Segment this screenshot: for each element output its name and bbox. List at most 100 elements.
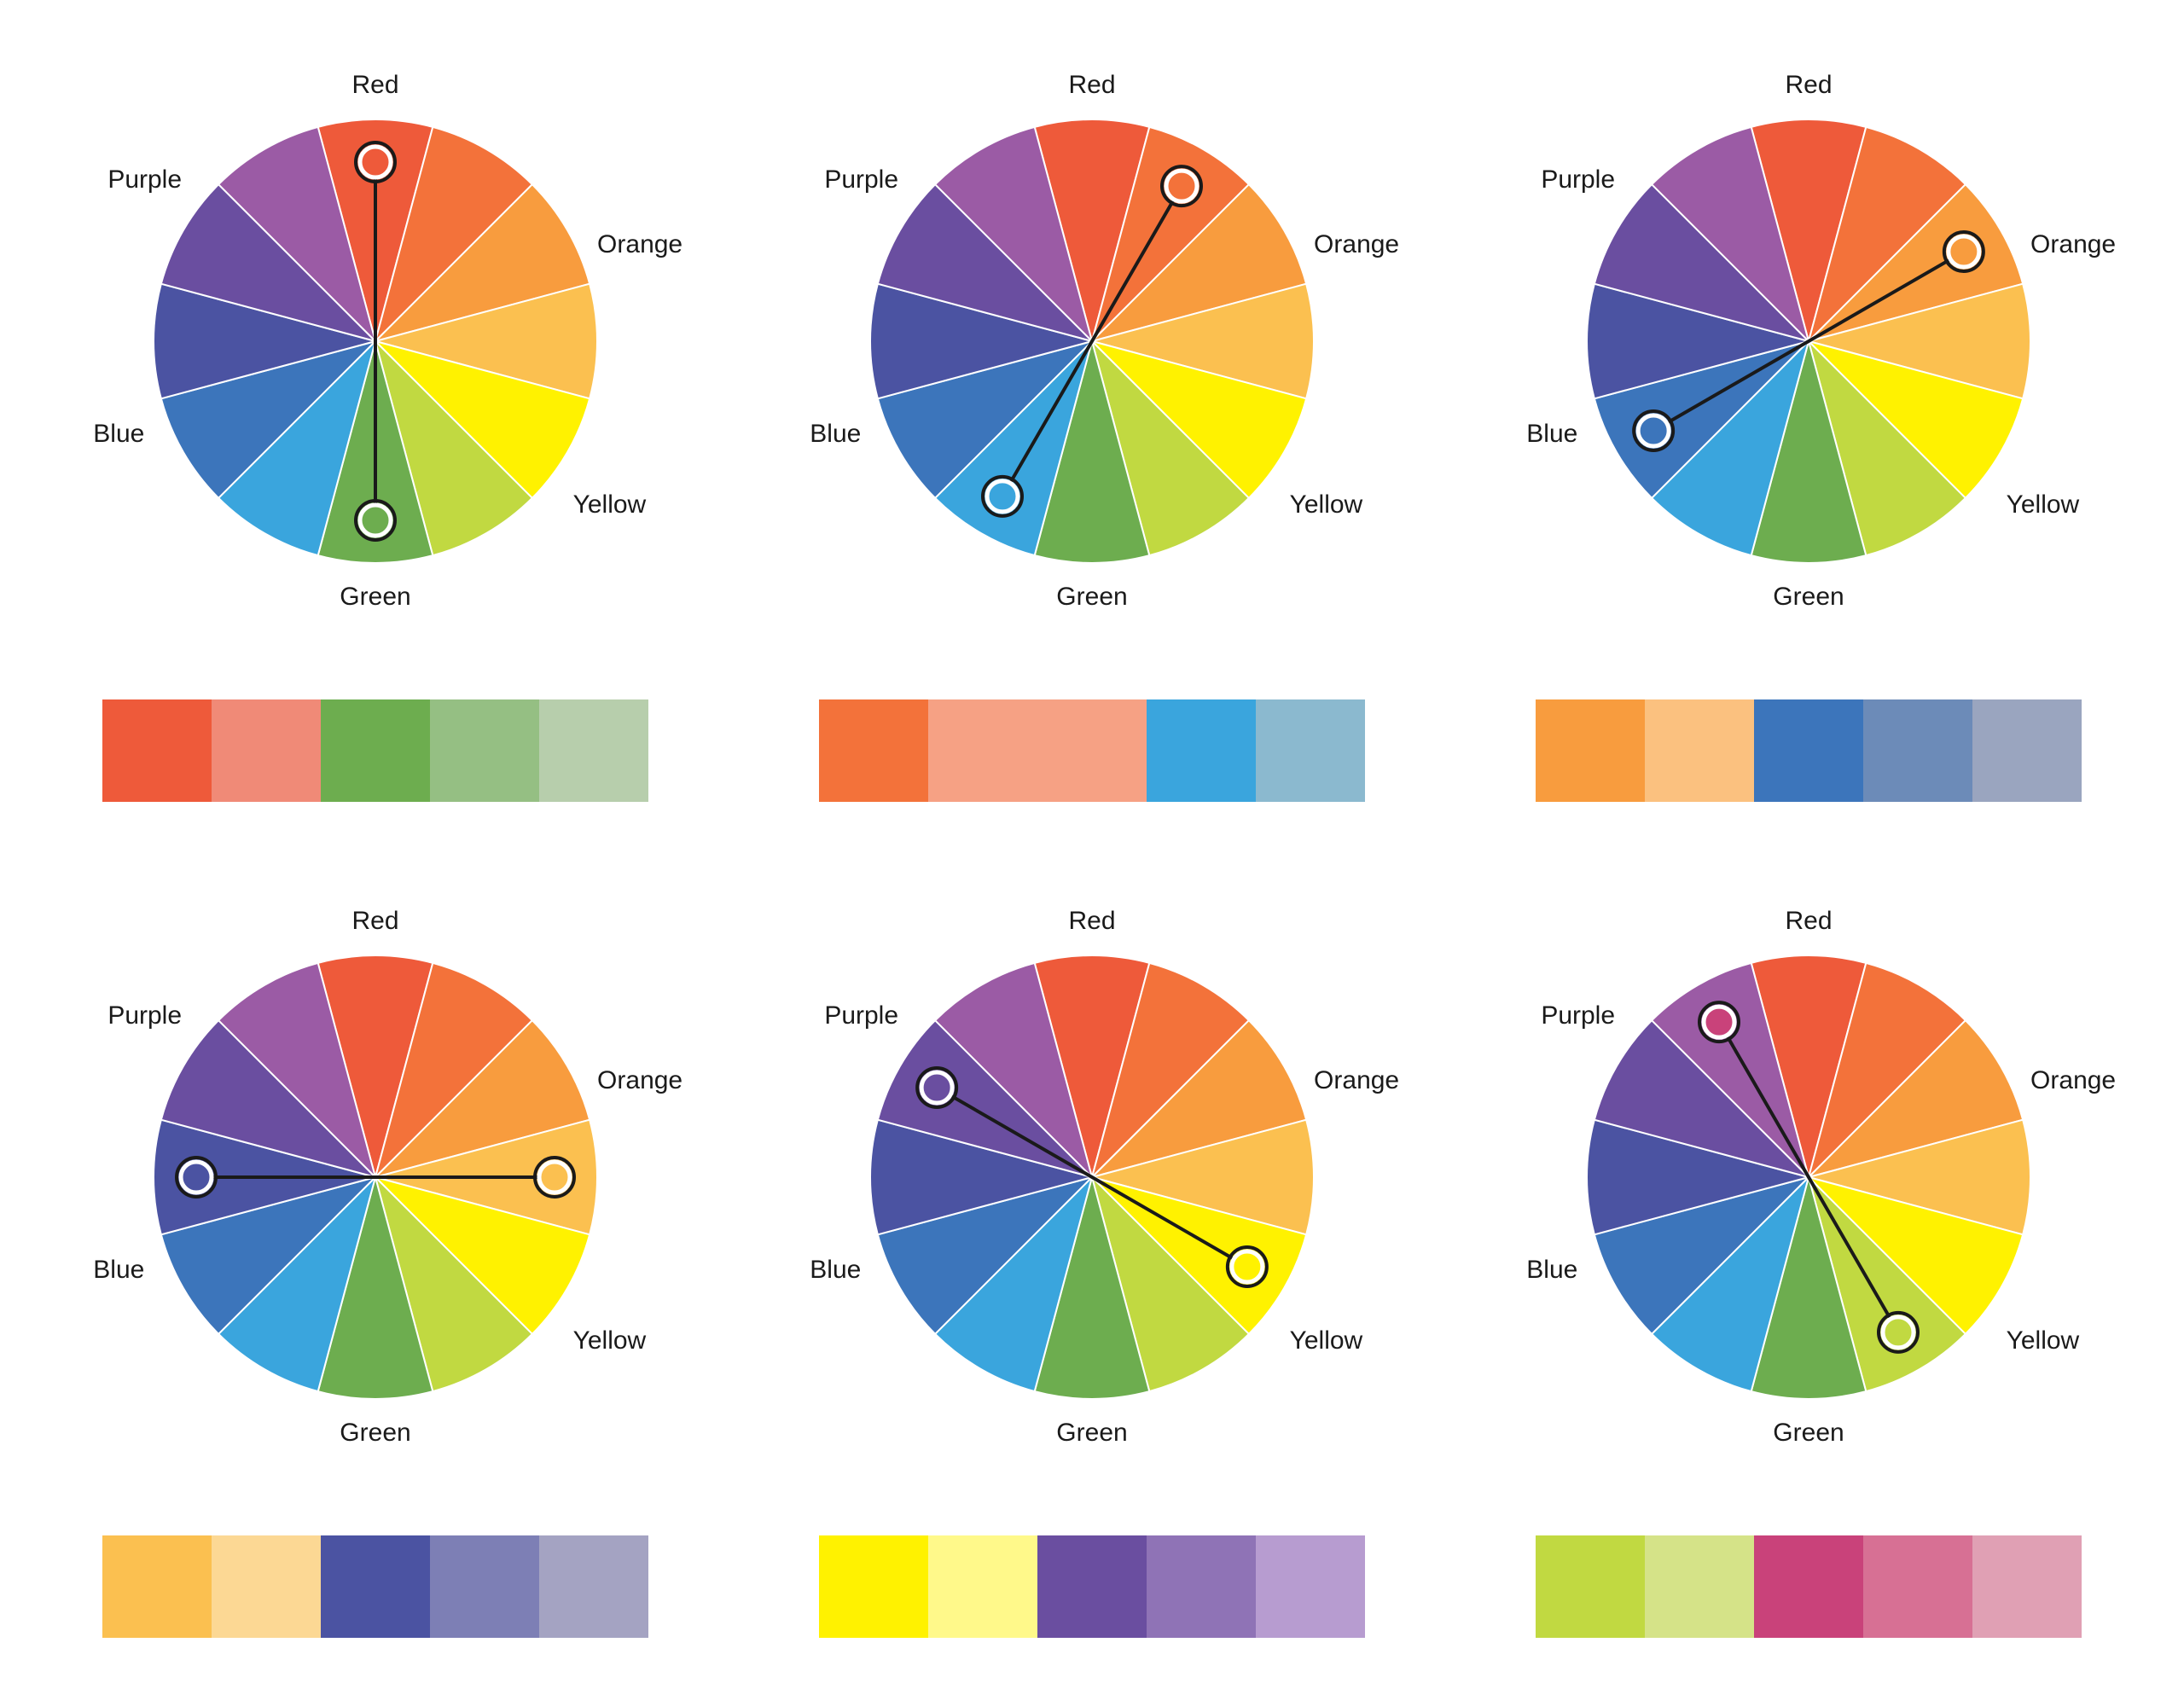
swatch — [1863, 1535, 1972, 1638]
label-blue: Blue — [93, 420, 144, 449]
label-blue: Blue — [810, 1256, 861, 1285]
swatch — [1256, 1535, 1365, 1638]
swatch — [321, 699, 430, 802]
label-orange: Orange — [2030, 1066, 2116, 1095]
marker-dot — [1166, 171, 1197, 201]
swatch — [1147, 699, 1256, 802]
label-blue: Blue — [810, 420, 861, 449]
label-red: Red — [1068, 907, 1115, 936]
swatch — [1645, 1535, 1754, 1638]
label-purple: Purple — [107, 1001, 182, 1030]
marker-dot — [1883, 1317, 1914, 1348]
marker-dot — [360, 147, 391, 177]
color-wheel — [145, 947, 606, 1408]
panel-5: Red Orange Yellow Green Blue Purple — [751, 870, 1433, 1638]
label-green: Green — [1773, 583, 1844, 612]
swatch — [102, 699, 212, 802]
label-green: Green — [340, 1419, 410, 1448]
palette-strip — [102, 699, 648, 802]
label-blue: Blue — [1526, 420, 1577, 449]
swatch — [1754, 699, 1863, 802]
label-yellow: Yellow — [2007, 1326, 2080, 1355]
wheel-container: Red Orange Yellow Green Blue Purple — [68, 870, 682, 1484]
label-purple: Purple — [1541, 165, 1615, 194]
swatch — [1972, 699, 2082, 802]
label-red: Red — [1068, 71, 1115, 100]
swatch — [1037, 699, 1147, 802]
swatch — [819, 699, 928, 802]
label-green: Green — [340, 583, 410, 612]
marker-dot — [1704, 1007, 1734, 1037]
wheel-container: Red Orange Yellow Green Blue Purple — [785, 870, 1399, 1484]
label-yellow: Yellow — [1290, 490, 1363, 519]
wheel-container: Red Orange Yellow Green Blue Purple — [68, 34, 682, 648]
label-orange: Orange — [2030, 230, 2116, 259]
panel-2: Red Orange Yellow Green Blue Purple — [751, 34, 1433, 802]
label-purple: Purple — [824, 1001, 898, 1030]
swatch — [430, 699, 539, 802]
palette-strip — [1536, 1535, 2082, 1638]
swatch — [1645, 699, 1754, 802]
label-red: Red — [351, 907, 398, 936]
label-green: Green — [1056, 1419, 1127, 1448]
label-orange: Orange — [597, 1066, 682, 1095]
palette-strip — [819, 1535, 1365, 1638]
marker-dot — [539, 1162, 570, 1193]
swatch — [1972, 1535, 2082, 1638]
label-orange: Orange — [1314, 230, 1399, 259]
marker-dot — [1638, 415, 1669, 446]
label-blue: Blue — [93, 1256, 144, 1285]
marker-dot — [1949, 236, 1979, 267]
swatch — [1536, 1535, 1645, 1638]
label-yellow: Yellow — [1290, 1326, 1363, 1355]
palette-strip — [102, 1535, 648, 1638]
label-red: Red — [1785, 71, 1832, 100]
wheel-container: Red Orange Yellow Green Blue Purple — [785, 34, 1399, 648]
wheel-container: RedOrangeYellowGreenBluePurple — [1502, 870, 2116, 1484]
swatch — [928, 699, 1037, 802]
color-wheel — [862, 947, 1322, 1408]
label-orange: Orange — [597, 230, 682, 259]
swatch — [321, 1535, 430, 1638]
marker-dot — [1232, 1251, 1263, 1282]
panel-4: Red Orange Yellow Green Blue Purple — [34, 870, 717, 1638]
label-purple: Purple — [1541, 1001, 1615, 1030]
swatch — [1863, 699, 1972, 802]
label-blue: Blue — [1526, 1256, 1577, 1285]
label-green: Green — [1773, 1419, 1844, 1448]
swatch — [212, 699, 321, 802]
palette-strip — [819, 699, 1365, 802]
swatch — [1147, 1535, 1256, 1638]
color-wheel — [1578, 947, 2039, 1408]
swatch — [212, 1535, 321, 1638]
swatch — [539, 1535, 648, 1638]
swatch — [430, 1535, 539, 1638]
label-purple: Purple — [107, 165, 182, 194]
label-green: Green — [1056, 583, 1127, 612]
label-yellow: Yellow — [573, 490, 647, 519]
label-purple: Purple — [824, 165, 898, 194]
swatch — [1037, 1535, 1147, 1638]
panel-1: Red Orange Yellow Green Blue Purple — [34, 34, 717, 802]
label-yellow: Yellow — [2007, 490, 2080, 519]
marker-dot — [921, 1072, 952, 1103]
label-yellow: Yellow — [573, 1326, 647, 1355]
color-wheel — [145, 111, 606, 572]
panel-6: RedOrangeYellowGreenBluePurple — [1467, 870, 2150, 1638]
swatch — [102, 1535, 212, 1638]
marker-dot — [987, 481, 1018, 512]
palette-strip — [1536, 699, 2082, 802]
label-red: Red — [351, 71, 398, 100]
marker-dot — [181, 1162, 212, 1193]
color-wheel — [1578, 111, 2039, 572]
swatch — [1256, 699, 1365, 802]
panel-3: Red Orange Yellow Green Blue Purple — [1467, 34, 2150, 802]
wheel-container: Red Orange Yellow Green Blue Purple — [1502, 34, 2116, 648]
swatch — [1536, 699, 1645, 802]
marker-dot — [360, 505, 391, 536]
label-orange: Orange — [1314, 1066, 1399, 1095]
color-wheel — [862, 111, 1322, 572]
swatch — [1754, 1535, 1863, 1638]
swatch — [819, 1535, 928, 1638]
swatch — [928, 1535, 1037, 1638]
